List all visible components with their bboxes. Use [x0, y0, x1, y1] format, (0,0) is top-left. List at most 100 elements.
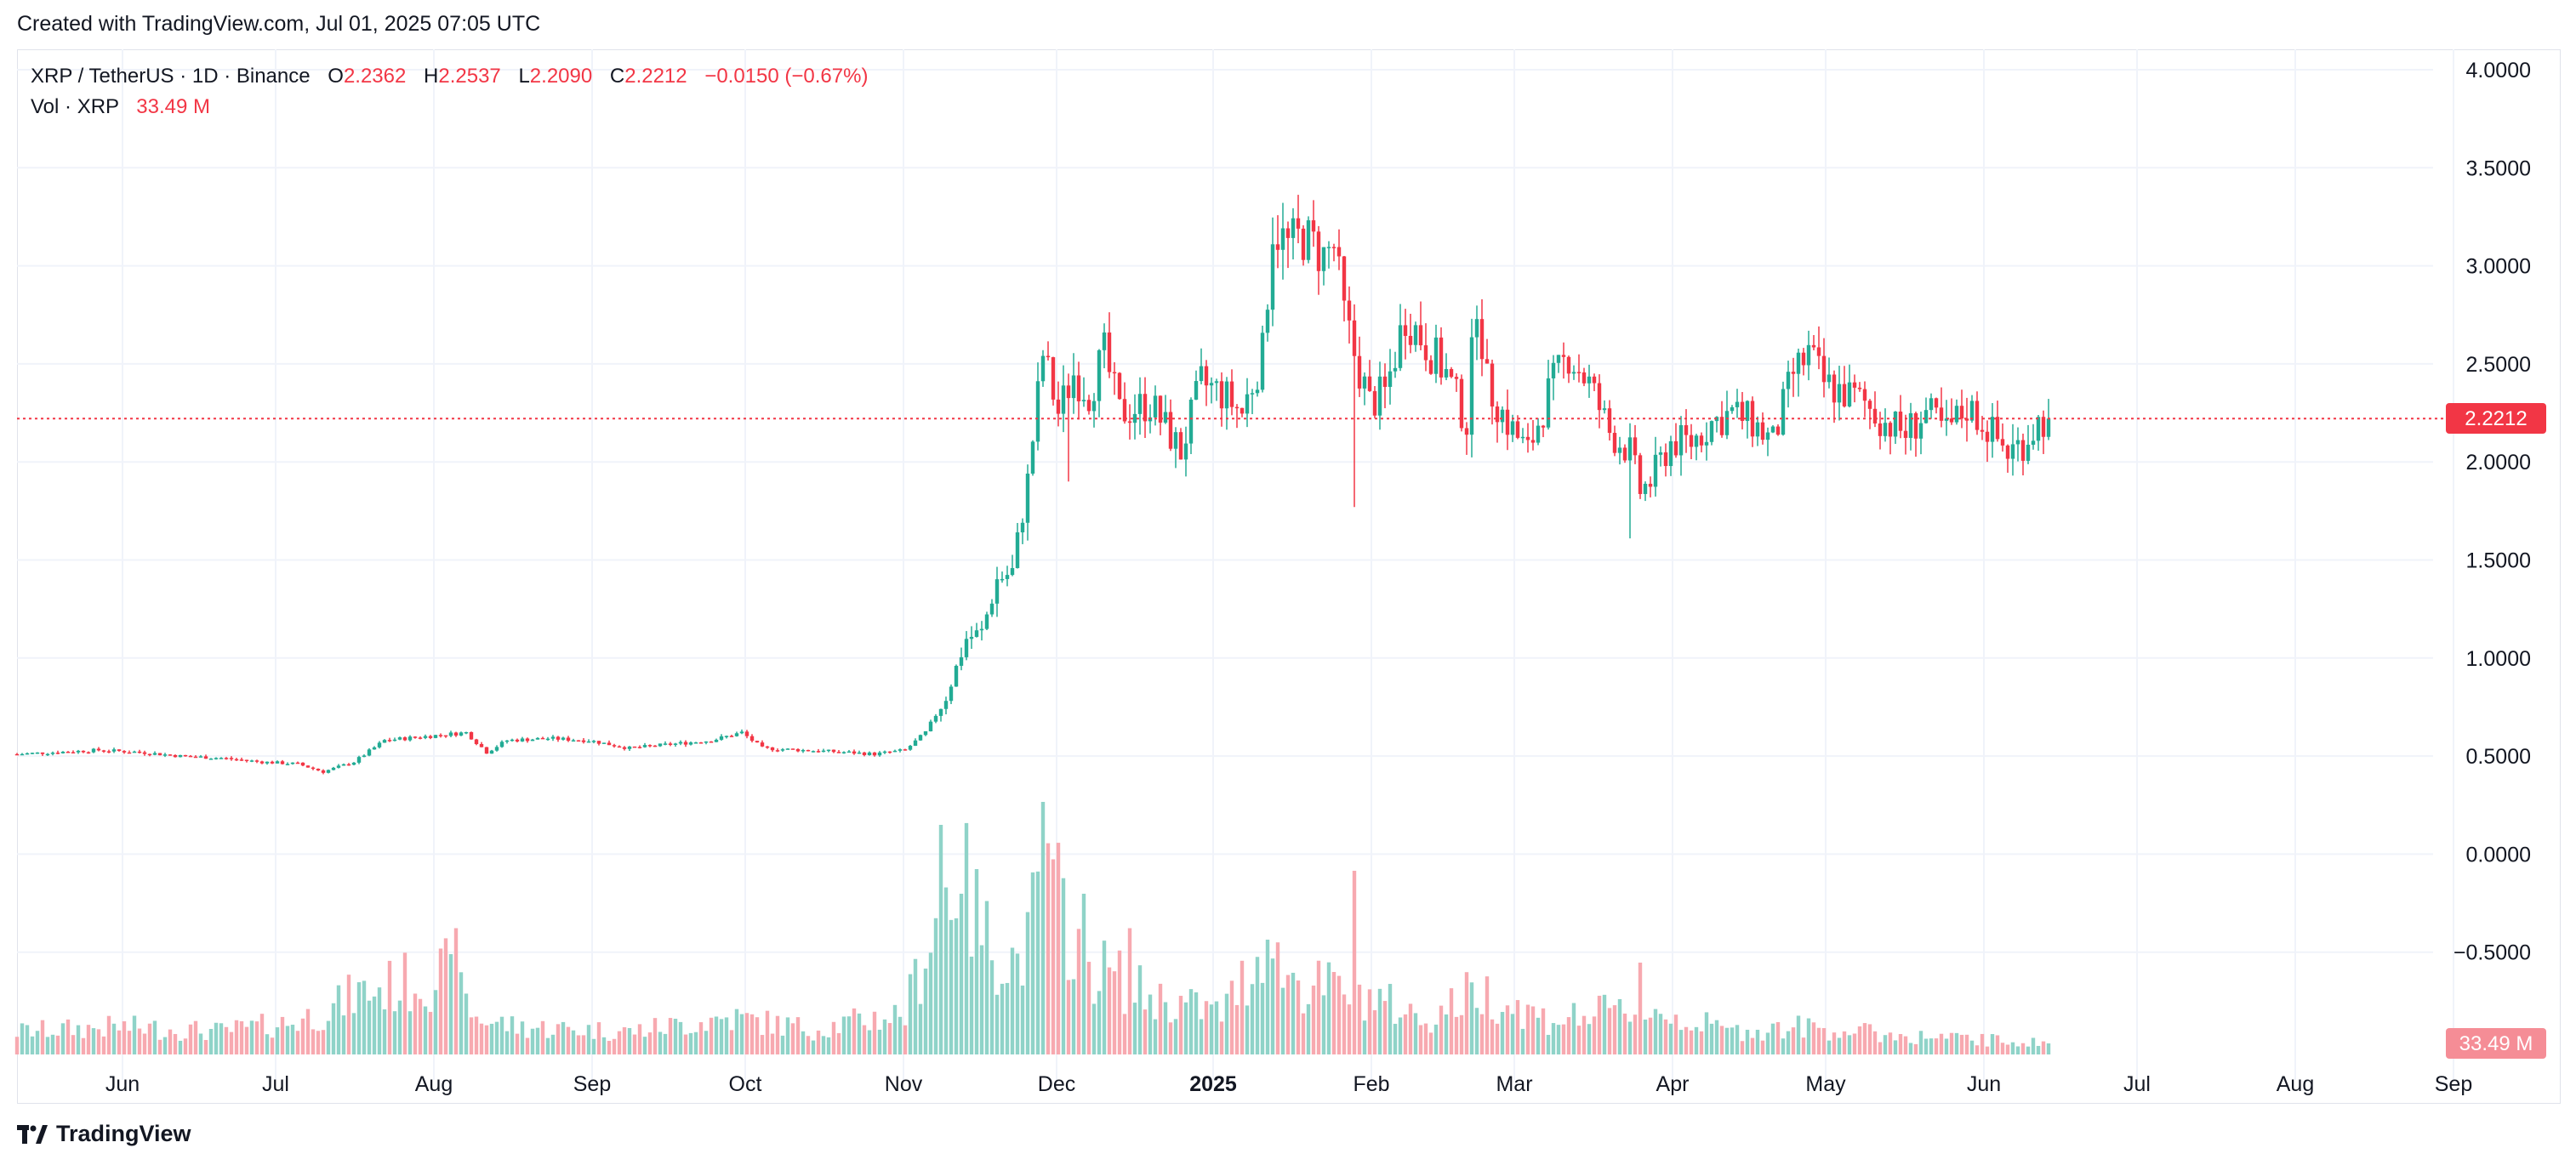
candle-body — [1653, 454, 1658, 487]
volume-bar — [1760, 1040, 1765, 1054]
volume-bar — [1975, 1045, 1980, 1054]
candle-body — [1403, 325, 1408, 337]
candle-body — [270, 761, 275, 764]
volume-bar — [1413, 1013, 1418, 1054]
candle-body — [132, 751, 137, 753]
candle-body — [428, 736, 433, 738]
close-value: 2.2212 — [624, 65, 687, 88]
candle-body — [1520, 436, 1525, 439]
candle-body — [265, 761, 270, 764]
candle-body — [1132, 413, 1137, 423]
volume-bar — [1622, 1013, 1627, 1054]
volume-bar — [1081, 894, 1086, 1054]
candle-body — [387, 740, 392, 742]
volume-bar — [1306, 1003, 1311, 1054]
volume-bar — [1097, 991, 1102, 1054]
volume-bar — [1474, 1008, 1479, 1054]
candle-body — [1117, 372, 1122, 400]
volume-bar — [162, 1037, 168, 1054]
candle-body — [1459, 378, 1464, 429]
candle-body — [1908, 412, 1913, 438]
volume-bar — [1663, 1019, 1668, 1054]
candle-body — [780, 749, 785, 751]
volume-bar — [178, 1040, 183, 1054]
candle-body — [704, 741, 709, 743]
candle-body — [877, 752, 882, 756]
volume-bar — [96, 1029, 101, 1054]
candle-body — [1995, 417, 2000, 440]
candle-body — [2010, 444, 2015, 459]
candle-body — [1602, 408, 1607, 411]
volume-bar — [142, 1033, 147, 1054]
candle-body — [407, 736, 413, 741]
volume-bar — [295, 1031, 300, 1054]
candle-body — [831, 749, 836, 753]
volume-bar — [1102, 941, 1107, 1054]
volume-bar — [852, 1008, 857, 1054]
volume-bars — [14, 802, 2051, 1054]
candle-body — [1694, 435, 1699, 447]
candle-body — [290, 762, 295, 764]
volume-bar — [1112, 971, 1117, 1054]
candle-body — [122, 751, 127, 753]
candle-body — [933, 715, 938, 722]
volume-bar — [2020, 1043, 2026, 1054]
candle-body — [203, 756, 208, 759]
volume-bar — [1382, 1001, 1388, 1054]
candle-body — [147, 753, 152, 756]
candle-body — [530, 739, 535, 742]
candle-body — [1127, 421, 1132, 423]
candle-body — [81, 750, 86, 753]
volume-bar — [622, 1027, 627, 1054]
candle-body — [887, 751, 892, 753]
candle-body — [1061, 385, 1066, 414]
volume-bar — [678, 1021, 683, 1054]
candle-body — [239, 759, 244, 761]
candle-body — [984, 614, 989, 629]
volume-bar — [1173, 1019, 1178, 1054]
volume-bar — [693, 1031, 698, 1054]
volume-bar — [1188, 989, 1194, 1054]
candle-body — [1934, 398, 1939, 408]
candle-body — [275, 761, 280, 764]
candle-body — [25, 753, 30, 755]
candle-body — [658, 743, 663, 747]
candle-body — [1377, 376, 1382, 416]
volume-bar — [892, 1004, 898, 1054]
volume-bar — [1944, 1038, 1949, 1054]
candle-body — [448, 732, 453, 736]
volume-bar — [438, 948, 443, 1054]
candle-body — [1638, 455, 1643, 494]
volume-bar — [459, 972, 464, 1054]
volume-bar — [423, 1006, 428, 1054]
candle-body — [1030, 441, 1035, 474]
volume-bar — [719, 1019, 724, 1054]
volume-bar — [479, 1023, 484, 1054]
volume-bar — [91, 1028, 96, 1054]
candle-body — [790, 748, 795, 750]
candle-body — [2036, 417, 2041, 441]
volume-bar — [1459, 1014, 1464, 1054]
candle-body — [1893, 412, 1898, 437]
tradingview-logo-icon — [17, 1124, 48, 1144]
volume-bar — [1668, 1023, 1673, 1054]
volume-bar — [596, 1022, 601, 1054]
candle-body — [1949, 418, 1954, 423]
candle-body — [1015, 532, 1020, 569]
volume-bar — [234, 1020, 239, 1054]
volume-bar — [566, 1026, 571, 1054]
chart-caption: Created with TradingView.com, Jul 01, 20… — [17, 12, 541, 36]
volume-bar — [780, 1035, 785, 1054]
candle-body — [795, 748, 801, 752]
volume-bar — [1699, 1031, 1704, 1054]
volume-bar — [1602, 994, 1607, 1054]
candle-body — [1005, 575, 1010, 579]
candle-body — [178, 754, 183, 758]
volume-bar — [668, 1018, 673, 1054]
candle-body — [382, 740, 387, 743]
volume-bar — [586, 1025, 591, 1054]
time-tick-label: Sep — [2435, 1072, 2472, 1096]
volume-bar — [1556, 1025, 1561, 1054]
tradingview-logo[interactable]: TradingView — [17, 1121, 191, 1147]
